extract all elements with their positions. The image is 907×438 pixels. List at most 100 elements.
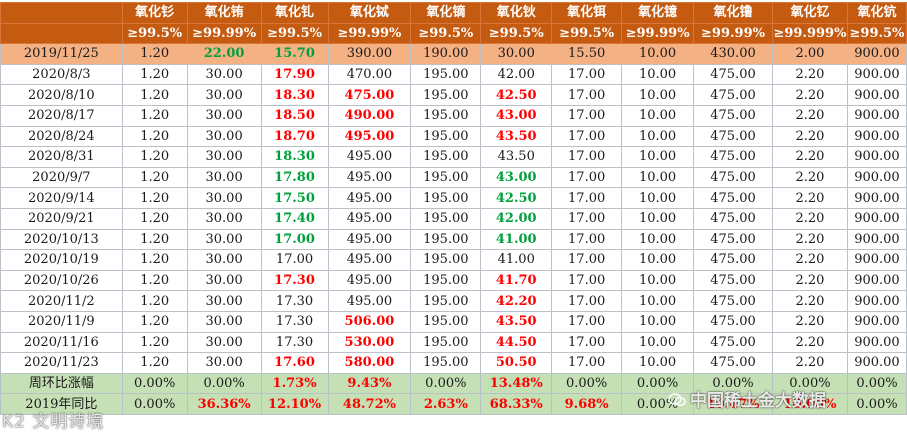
price-cell: 495.00 [327, 146, 412, 168]
summary-row: 周环比涨幅 0.00% 0.00% 1.73% 9.43% 0.00% 13.48% 0.00… [0, 372, 907, 395]
price-cell: 17.00 [551, 331, 623, 354]
price-cell: 1.20 [121, 249, 188, 271]
table-row: 2020/8/24 1.20 30.00 18.70 495.00 195.00 43.50… [0, 125, 907, 148]
price-cell: 900.00 [846, 84, 907, 106]
price-cell: 900.00 [846, 43, 907, 65]
wechat-icon [668, 392, 686, 406]
baseline-row: 2019/11/25 1.20 22.00 15.70 390.00 190.00 30.0… [0, 43, 907, 65]
price-cell: 900.00 [846, 125, 907, 148]
price-cell: 1.20 [121, 146, 188, 168]
price-cell: 475.00 [693, 146, 773, 168]
price-cell: 42.20 [480, 290, 553, 312]
price-cell: 41.00 [480, 228, 553, 251]
price-cell: 475.00 [693, 84, 773, 106]
price-cell: 475.00 [693, 249, 773, 271]
price-cell: 41.70 [480, 269, 553, 292]
price-cell: 30.00 [186, 166, 262, 189]
price-cell: 475.00 [693, 228, 773, 251]
price-cell: 17.90 [260, 63, 329, 86]
table-row: 2020/11/9 1.20 30.00 17.30 506.00 195.00 43.50… [0, 310, 907, 333]
price-cell: 195.00 [410, 63, 482, 86]
row-date: 2020/9/21 [0, 207, 123, 230]
price-cell: 17.00 [551, 310, 623, 333]
price-cell: 17.50 [260, 187, 329, 209]
watermark-right-text: 中国稀土金大数据 [690, 391, 826, 411]
price-cell: 475.00 [693, 290, 773, 312]
price-cell: 475.00 [693, 166, 773, 189]
percent-cell: 10.47% [693, 393, 773, 415]
price-cell: 475.00 [327, 84, 412, 106]
price-cell: 475.00 [693, 104, 773, 127]
price-cell: 10.00 [621, 125, 695, 148]
price-cell: 475.00 [693, 331, 773, 354]
price-cell: 495.00 [327, 228, 412, 251]
column-header-name [0, 2, 123, 24]
row-date: 2020/8/3 [0, 63, 123, 86]
price-cell: 30.00 [186, 310, 262, 333]
price-cell: 1.20 [121, 43, 188, 65]
row-date: 2019/11/25 [0, 43, 123, 65]
price-cell: 190.00 [410, 43, 482, 65]
price-cell: 900.00 [846, 352, 907, 374]
column-header-purity: ≥99.5% [480, 22, 553, 45]
price-cell: 30.00 [186, 63, 262, 86]
table-row: 2020/9/21 1.20 30.00 17.40 495.00 195.00 42.00… [0, 207, 907, 230]
price-cell: 2.20 [771, 84, 848, 106]
percent-cell: 68.33% [480, 393, 553, 415]
price-cell: 195.00 [410, 125, 482, 148]
price-cell: 17.00 [551, 125, 623, 148]
table-row: 2020/10/19 1.20 30.00 17.00 495.00 195.00 41.0… [0, 249, 907, 271]
table-row: 2020/10/13 1.20 30.00 17.00 495.00 195.00 41.0… [0, 228, 907, 251]
price-cell: 2.20 [771, 290, 848, 312]
price-cell: 10.00 [621, 63, 695, 86]
column-header-purity [0, 22, 123, 45]
price-cell: 2.20 [771, 207, 848, 230]
price-cell: 30.00 [186, 331, 262, 354]
price-cell: 475.00 [693, 352, 773, 374]
price-cell: 10.00 [621, 352, 695, 374]
price-cell: 900.00 [846, 207, 907, 230]
row-date: 2020/8/10 [0, 84, 123, 106]
price-cell: 1.20 [121, 310, 188, 333]
price-cell: 41.00 [480, 249, 553, 271]
price-cell: 195.00 [410, 269, 482, 292]
price-cell: 475.00 [693, 310, 773, 333]
summary-label: 周环比涨幅 [0, 372, 123, 395]
row-date: 2020/8/31 [0, 146, 123, 168]
price-cell: 17.30 [260, 269, 329, 292]
price-cell: 506.00 [327, 310, 412, 333]
percent-cell: 9.68% [551, 393, 623, 415]
percent-cell: 12.10% [260, 393, 329, 415]
price-cell: 490.00 [327, 104, 412, 127]
rare-earth-price-table: 氧化钐 氧化铕 氧化钆 氧化铽 氧化镝 氧化钬 氧化铒 氧化镱 氧化镥 氧化钇 氧化钪 ≥99.5% ≥… [0, 2, 907, 415]
row-date: 2020/10/13 [0, 228, 123, 251]
table-row: 2020/8/3 1.20 30.00 17.90 470.00 195.00 42.00 1… [0, 63, 907, 86]
percent-cell: 2.63% [410, 393, 482, 415]
price-cell: 17.00 [551, 269, 623, 292]
column-header-name: 氧化钇 [771, 2, 848, 24]
price-cell: 1.20 [121, 104, 188, 127]
column-header-name: 氧化铽 [327, 2, 412, 24]
price-cell: 1.20 [121, 290, 188, 312]
price-cell: 495.00 [327, 125, 412, 148]
price-cell: 195.00 [410, 84, 482, 106]
price-cell: 2.20 [771, 228, 848, 251]
header-row-names: 氧化钐 氧化铕 氧化钆 氧化铽 氧化镝 氧化钬 氧化铒 氧化镱 氧化镥 氧化钇 氧化钪 [0, 2, 907, 24]
price-cell: 43.50 [480, 310, 553, 333]
price-cell: 17.60 [260, 352, 329, 374]
percent-cell: 0.00% [121, 393, 188, 415]
price-cell: 30.00 [186, 269, 262, 292]
price-cell: 17.00 [551, 63, 623, 86]
price-cell: 42.00 [480, 207, 553, 230]
price-cell: 1.20 [121, 187, 188, 209]
price-cell: 10.00 [621, 207, 695, 230]
price-cell: 30.00 [186, 249, 262, 271]
percent-cell: 0.00% [621, 372, 695, 395]
column-header-name: 氧化钆 [260, 2, 329, 24]
price-cell: 195.00 [410, 187, 482, 209]
price-cell: 30.00 [186, 290, 262, 312]
price-cell: 17.30 [260, 310, 329, 333]
price-cell: 17.00 [551, 187, 623, 209]
price-cell: 195.00 [410, 104, 482, 127]
table-row: 2020/8/10 1.20 30.00 18.30 475.00 195.00 42.50… [0, 84, 907, 106]
